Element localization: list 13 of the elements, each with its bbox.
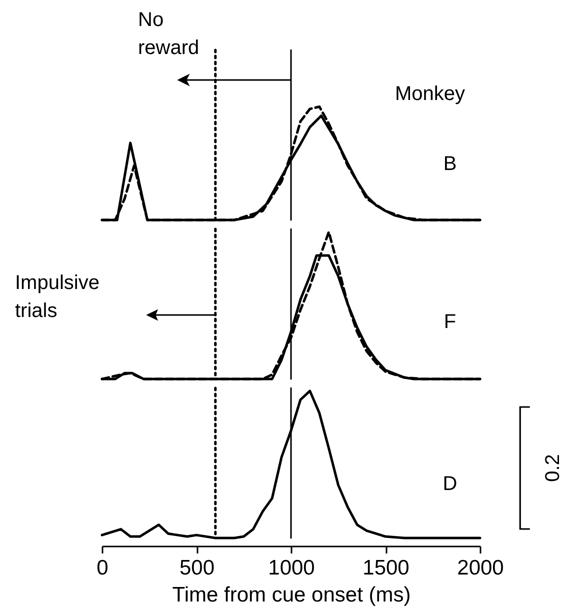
annotation: F	[444, 311, 456, 333]
x-tick-label: 1500	[362, 556, 410, 580]
x-tick-label: 500	[179, 556, 215, 580]
x-axis-title: Time from cue onset (ms)	[172, 584, 411, 606]
annotation: D	[442, 473, 458, 495]
text: Impulsive trials	[15, 272, 100, 322]
text: No reward	[138, 9, 200, 59]
x-tick-label: 2000	[457, 556, 504, 580]
annotation: B	[443, 153, 457, 175]
x-tick-label: 1000	[268, 556, 315, 580]
x-tick-label: 0	[96, 556, 108, 580]
text: Monkey	[395, 83, 466, 105]
text: 0.2	[542, 454, 562, 482]
